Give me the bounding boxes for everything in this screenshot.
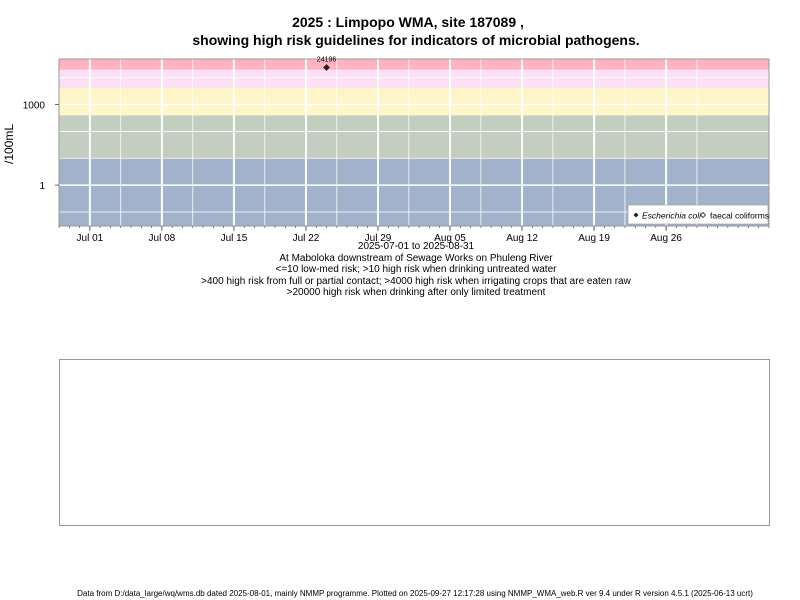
y-tick-label-1: 1000 [23, 101, 46, 112]
chart-title-line-2: showing high risk guidelines for indicat… [192, 32, 640, 48]
risk-note-1: <=10 low-med risk; >10 high risk when dr… [275, 264, 557, 275]
x-tick-label-7: Aug 19 [578, 233, 610, 244]
x-tick-label-3: Jul 22 [293, 233, 320, 244]
x-tick-label-5: Aug 05 [434, 233, 466, 244]
data-point-s0-0 [323, 64, 330, 71]
risk-band-2 [59, 88, 769, 116]
x-tick-label-2: Jul 15 [221, 233, 248, 244]
x-tick-label-8: Aug 26 [650, 233, 682, 244]
x-tick-label-0: Jul 01 [77, 233, 104, 244]
chart-title-line-1: 2025 : Limpopo WMA, site 187089 , [292, 14, 524, 30]
footer-note: Data from D:/data_large/wq/wms.db dated … [77, 589, 753, 598]
legend-ecoli-label: Escherichia coli [642, 211, 702, 221]
risk-band-3 [59, 69, 769, 89]
data-points: 24196 [317, 56, 337, 71]
site-description: At Maboloka downstream of Sewage Works o… [279, 253, 553, 264]
x-tick-label-6: Aug 12 [506, 233, 538, 244]
x-axis: Jul 01 Jul 08 Jul 15 Jul 22 Jul 29 Aug 05 Aug … [58, 226, 770, 244]
risk-note-3: >20000 high risk when drinking after onl… [286, 287, 546, 298]
y-axis-label: /100mL [2, 124, 16, 164]
y-axis: 1 1000 [23, 101, 59, 192]
x-tick-label-4: Jul 29 [365, 233, 392, 244]
data-label-s0-0: 24196 [317, 56, 337, 63]
risk-bands [59, 59, 769, 226]
legend-box [627, 204, 769, 225]
risk-band-1 [59, 115, 769, 159]
legend-faecal-label: faecal coliforms [710, 211, 769, 221]
risk-note-2: >400 high risk from full or partial cont… [201, 276, 631, 287]
legend-ecoli-marker [633, 212, 639, 218]
plot-frame [58, 58, 770, 227]
legend: Escherichia coli faecal coliforms [627, 204, 769, 225]
empty-plot-panel [59, 359, 770, 526]
y-tick-label-0: 1 [39, 181, 45, 192]
risk-chart: Jul 01 Jul 08 Jul 15 Jul 22 Jul 29 Aug 05 Aug … [2, 56, 770, 244]
legend-faecal-marker [699, 211, 707, 219]
risk-band-4 [59, 59, 769, 70]
x-tick-label-1: Jul 08 [149, 233, 176, 244]
date-range-caption: 2025-07-01 to 2025-08-31 [357, 241, 475, 252]
grid-lines [59, 59, 769, 226]
